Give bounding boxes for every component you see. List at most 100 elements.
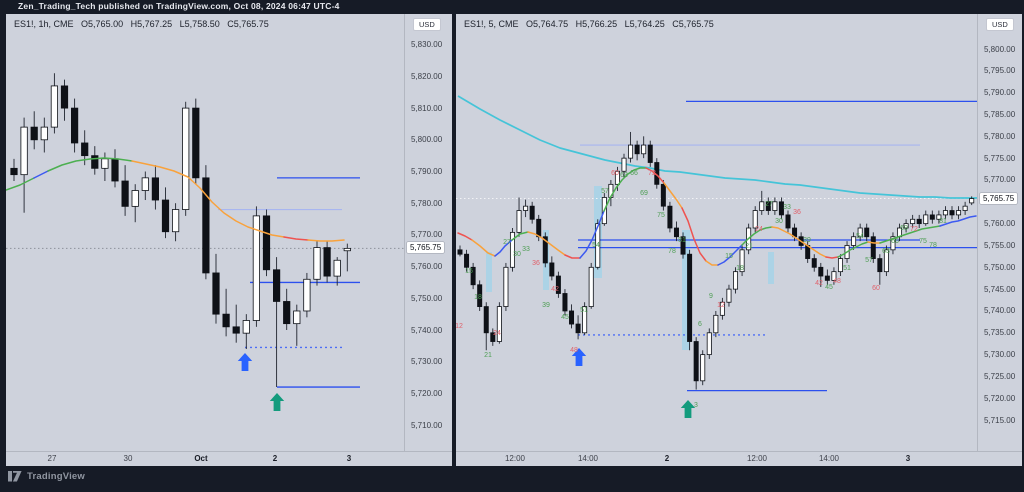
bar-count-label: 39: [803, 237, 811, 244]
open-value: O5,764.75: [526, 19, 569, 29]
price-tick-label: 5,745.00: [984, 284, 1016, 294]
bar-count-label: 27: [503, 239, 511, 246]
candle-body: [772, 201, 778, 211]
buy-signal-blue-arrow-icon[interactable]: [571, 348, 587, 366]
time-axis-label: 12:00: [746, 454, 768, 463]
fast-ma-segment-orange: [527, 231, 566, 256]
bar-count-label: 48: [833, 278, 841, 285]
price-tick-label: 5,810.00: [411, 103, 443, 113]
price-tick-label: 5,830.00: [411, 40, 443, 50]
candle-body: [916, 218, 922, 225]
candle-body: [883, 249, 889, 273]
tradingview-logo[interactable]: TradingView: [8, 471, 85, 482]
bar-count-label: 12: [456, 323, 463, 330]
price-tick-label: 5,795.00: [984, 66, 1016, 76]
candle-body: [272, 269, 281, 302]
candle-body: [293, 310, 301, 325]
candle-body: [719, 301, 725, 316]
time-axis-label: 14:00: [818, 454, 840, 463]
symbol-header-5m[interactable]: ES1!, 5, CME O5,764.75 H5,766.25 L5,764.…: [464, 19, 719, 29]
candle-body: [680, 236, 686, 255]
candle-body: [101, 158, 109, 169]
tradingview-logo-text: TradingView: [27, 471, 85, 482]
bar-count-label: 30: [513, 251, 521, 258]
demand-zone-band: [768, 252, 774, 284]
bar-count-label: 24: [493, 330, 501, 337]
bar-count-label: 21: [484, 352, 492, 359]
bar-count-label: 45: [825, 284, 833, 291]
candle-body: [733, 271, 739, 290]
time-axis-1h[interactable]: 27 30 Oct 2 3: [6, 451, 452, 466]
candle-body: [111, 158, 119, 182]
bar-count-label: 60: [611, 170, 619, 177]
bar-count-label: 12: [717, 302, 725, 309]
time-axis-label: 2: [664, 454, 670, 463]
last-price-label: 5,765.75: [980, 192, 1018, 204]
bar-count-label: 15: [725, 253, 733, 260]
time-axis-label: 3: [905, 454, 911, 463]
symbol-label[interactable]: ES1!, 1h, CME: [14, 19, 74, 29]
candle-body: [706, 332, 712, 356]
fast-ma-segment-red: [645, 167, 665, 184]
candle-body: [824, 275, 830, 281]
bar-count-label: 21: [745, 243, 753, 250]
candle-body: [222, 313, 230, 328]
currency-button[interactable]: USD: [413, 18, 441, 31]
candle-body: [192, 107, 200, 179]
bar-count-label: 57: [601, 188, 609, 195]
time-axis-label: 12:00: [504, 454, 526, 463]
candle-body: [542, 236, 548, 264]
bar-count-label: 60: [872, 285, 880, 292]
fast-ma-segment-orange: [771, 226, 827, 258]
candle-body: [343, 247, 351, 252]
symbol-header-1h[interactable]: ES1!, 1h, CME O5,765.00 H5,767.25 L5,758…: [14, 19, 274, 29]
bar-count-label: 78: [668, 248, 676, 255]
candle-body: [936, 214, 942, 220]
bar-count-label: 27: [765, 201, 773, 208]
buy-signal-blue-arrow-icon[interactable]: [237, 353, 253, 371]
currency-button[interactable]: USD: [986, 18, 1014, 31]
bar-count-label: 36: [532, 260, 540, 267]
symbol-label[interactable]: ES1!, 5, CME: [464, 19, 519, 29]
chart-canvas-5m[interactable]: 12 15 18 21 24 27 30 33 36 39 42 45 48 51 54 57 60 63 66 69…: [456, 14, 977, 452]
footer-bar: TradingView: [0, 466, 1024, 492]
tradingview-logo-icon: [8, 471, 22, 482]
price-level-lines: [578, 100, 977, 392]
attribution-bar: Zen_Trading_Tech published on TradingVie…: [0, 0, 1024, 14]
bar-count-label: 30: [775, 218, 783, 225]
price-axis-5m[interactable]: USD 5,800.00 5,795.00 5,790.00 5,785.00 5,78…: [977, 14, 1022, 452]
candle-body: [151, 177, 159, 201]
fast-ma-segment-orange: [663, 182, 683, 209]
fast-ma-segment-red: [457, 232, 473, 241]
candle-body: [464, 253, 470, 268]
price-axis-1h[interactable]: USD 5,830.00 5,820.00 5,810.00 5,800.00 5,79…: [404, 14, 452, 452]
fast-ma-segment-red: [825, 256, 839, 259]
buy-signal-green-arrow-icon[interactable]: [680, 400, 696, 418]
candle-body: [929, 214, 935, 220]
price-tick-label: 5,740.00: [984, 306, 1016, 316]
fast-ma-segment-orange: [471, 239, 496, 257]
candle-body: [81, 142, 89, 157]
candles-layer: [457, 131, 975, 390]
candle-body: [232, 326, 240, 334]
candle-body: [509, 231, 515, 268]
candle-body: [641, 144, 647, 155]
candle-body: [536, 218, 542, 238]
buy-signal-green-arrow-icon[interactable]: [269, 393, 285, 411]
chart-canvas-1h[interactable]: ES1!, 1h, CME O5,765.00 H5,767.25 L5,758…: [6, 14, 404, 452]
bar-count-label: 51: [580, 307, 588, 314]
bar-count-label: 69: [900, 225, 908, 232]
candles-layer: [10, 73, 351, 388]
candle-body: [303, 278, 311, 312]
time-axis-5m[interactable]: 12:00 14:00 2 12:00 14:00 3: [456, 451, 1022, 466]
candle-body: [595, 223, 601, 268]
price-tick-label: 5,720.00: [984, 393, 1016, 403]
bar-count-label: 66: [891, 238, 899, 245]
candle-body: [877, 258, 883, 273]
candle-body: [647, 144, 653, 163]
bar-count-label: 63: [882, 248, 890, 255]
fast-ma-segment-green: [603, 167, 647, 212]
bar-count-label: 42: [551, 286, 559, 293]
fast-ma-segment-blue: [33, 170, 49, 179]
slow-ma-line: [457, 95, 977, 199]
